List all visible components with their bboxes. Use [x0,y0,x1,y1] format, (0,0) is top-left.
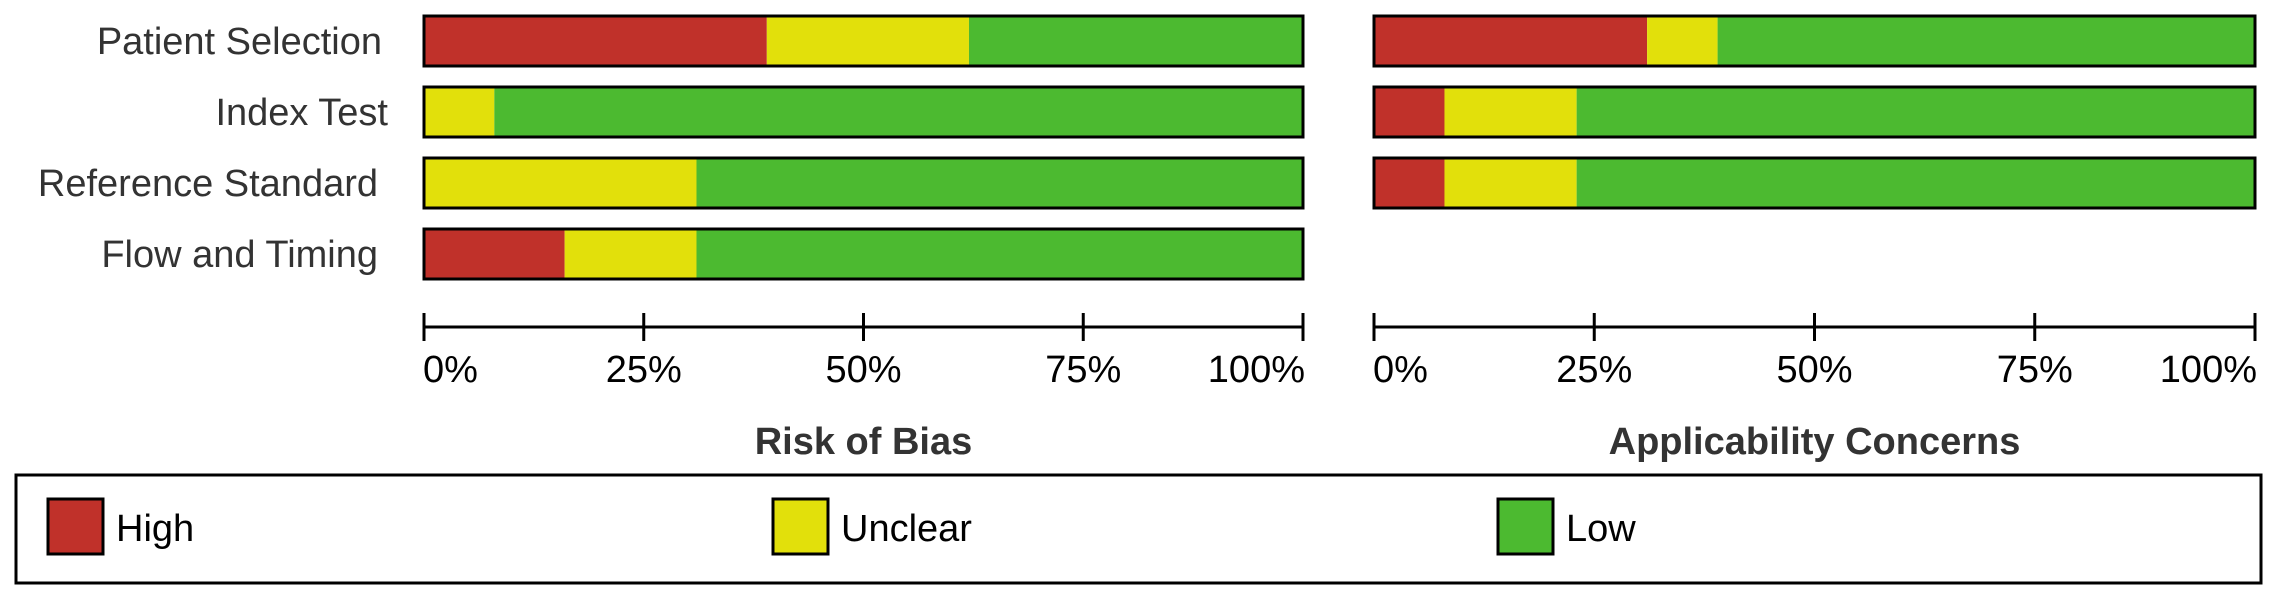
risk-of-bias-tick-label: 75% [1045,349,1121,391]
panel-title-risk-of-bias: Risk of Bias [755,421,973,463]
legend-box [14,473,2263,585]
applicability-concerns-tick-label: 50% [1776,349,1852,391]
risk-of-bias-patient-selection-high-bar [424,16,767,66]
panel-title-applicability-concerns: Applicability Concerns [1609,421,2021,463]
risk-of-bias-tick-label: 50% [825,349,901,391]
risk-of-bias-reference-standard-frame [422,156,1305,210]
applicability-concerns-index-test-frame [1372,85,2257,139]
applicability-concerns-reference-standard-frame [1372,156,2257,210]
risk-of-bias-patient-selection-unclear-bar [766,16,969,66]
risk-of-bias-tick-label: 0% [423,349,478,391]
applicability-concerns-index-test-high-bar [1374,87,1445,137]
risk-of-bias-flow-and-timing-low-bar [696,229,1303,279]
applicability-concerns-reference-standard-unclear-bar [1444,158,1577,208]
applicability-concerns-patient-selection-high-bar [1374,16,1648,66]
applicability-concerns-patient-selection-frame [1372,14,2257,68]
legend-swatch-low [1496,497,1555,556]
row-label-reference-standard: Reference Standard [38,163,378,205]
applicability-concerns-tick-label: 0% [1373,349,1428,391]
applicability-concerns-reference-standard-high-bar [1374,158,1445,208]
risk-of-bias-patient-selection-low-bar [968,16,1303,66]
legend-label-low: Low [1566,508,1636,550]
applicability-concerns-index-test-unclear-bar [1444,87,1577,137]
applicability-concerns-reference-standard-low-bar [1576,158,2255,208]
risk-of-bias-reference-standard-unclear-bar [424,158,697,208]
risk-of-bias-index-test-frame [422,85,1305,139]
legend-swatch-unclear [771,497,830,556]
legend-label-high: High [116,508,194,550]
risk-of-bias-tick-label: 25% [606,349,682,391]
risk-of-bias-tick-label: 100% [1208,349,1305,391]
risk-of-bias-patient-selection-frame [422,14,1305,68]
legend-label-unclear: Unclear [841,508,972,550]
risk-of-bias-flow-and-timing-frame [422,227,1305,281]
risk-of-bias-reference-standard-low-bar [696,158,1303,208]
risk-of-bias-index-test-unclear-bar [424,87,495,137]
row-label-flow-and-timing: Flow and Timing [101,234,378,276]
applicability-concerns-tick-label: 75% [1997,349,2073,391]
applicability-concerns-tick-label: 25% [1556,349,1632,391]
applicability-concerns-patient-selection-low-bar [1717,16,2255,66]
risk-of-bias-index-test-low-bar [494,87,1303,137]
risk-of-bias-flow-and-timing-high-bar [424,229,565,279]
row-label-index-test: Index Test [215,92,388,134]
applicability-concerns-tick-label: 100% [2160,349,2257,391]
applicability-concerns-index-test-low-bar [1576,87,2255,137]
legend-swatch-high [46,497,105,556]
row-label-patient-selection: Patient Selection [97,21,382,63]
risk-of-bias-flow-and-timing-unclear-bar [564,229,697,279]
applicability-concerns-patient-selection-unclear-bar [1647,16,1718,66]
